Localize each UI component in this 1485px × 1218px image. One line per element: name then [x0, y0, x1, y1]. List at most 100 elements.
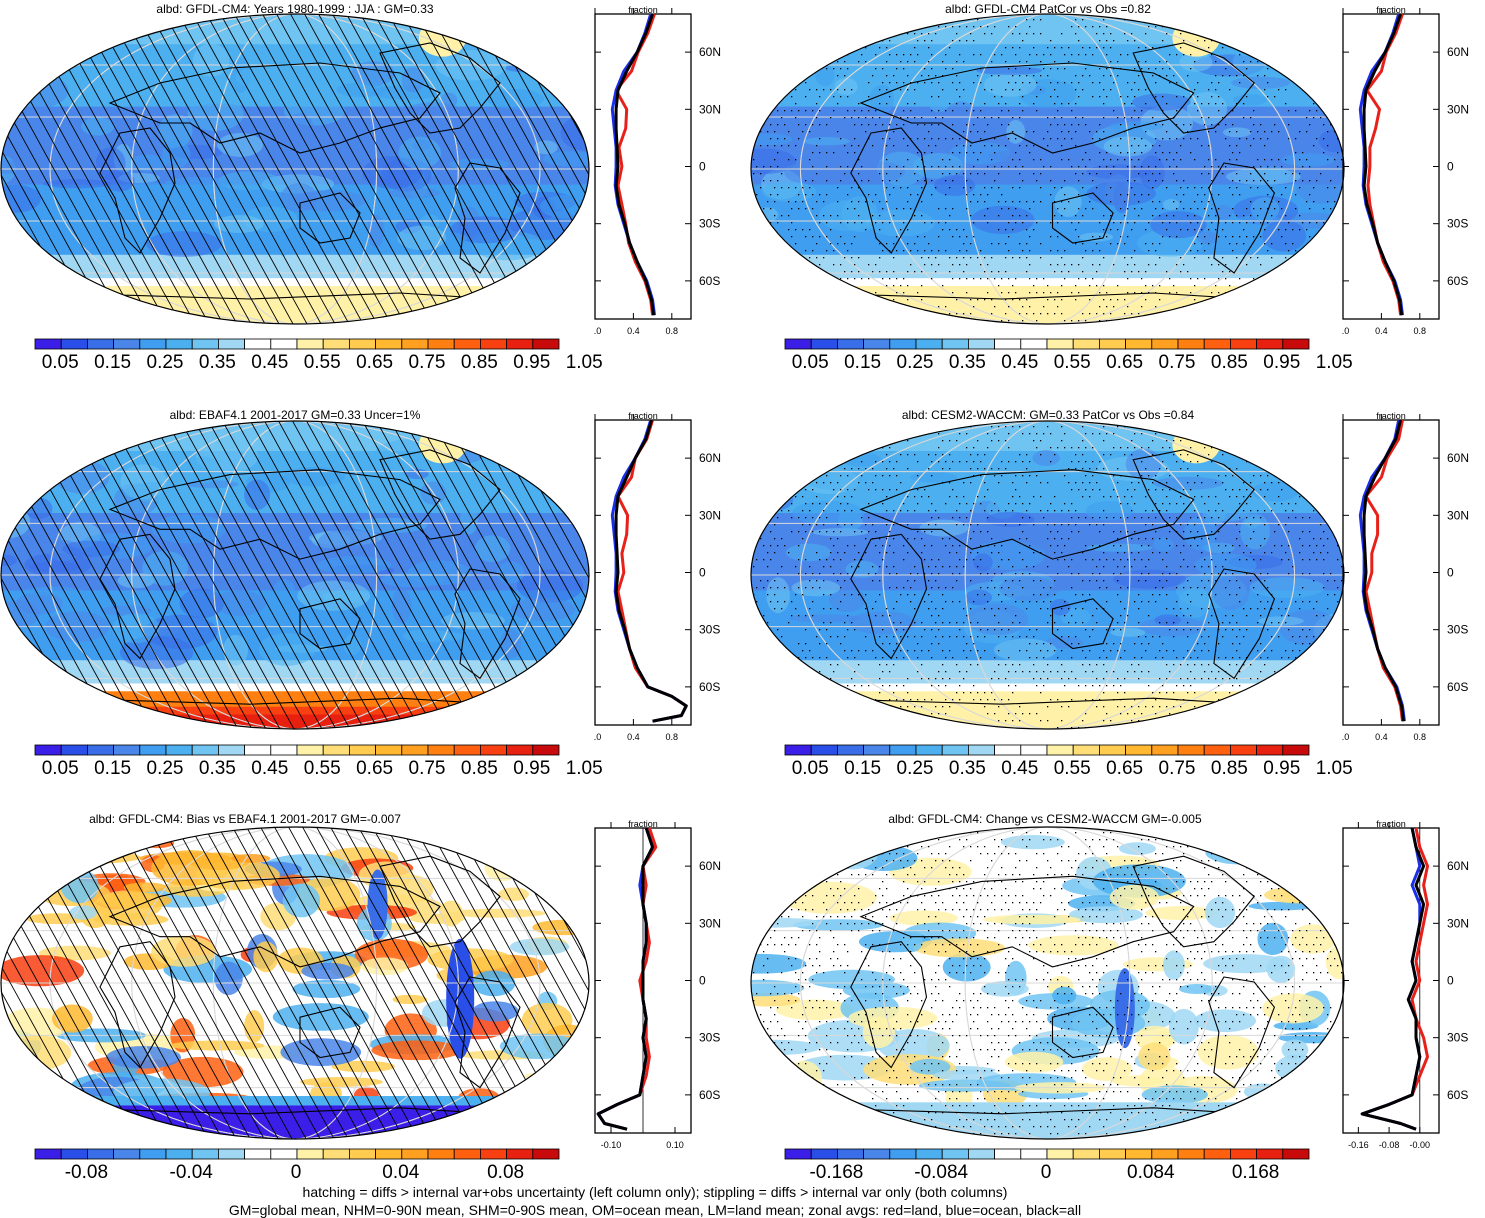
colorbar-swatch — [191, 338, 219, 350]
colorbar-swatch — [375, 338, 403, 350]
x-tick-label: -0.16 — [1348, 1140, 1369, 1150]
colorbar-label: 0.35 — [198, 758, 236, 779]
colorbar-swatch — [941, 338, 969, 350]
colorbar-swatch — [427, 744, 455, 756]
colorbar-swatch — [1020, 744, 1048, 756]
colorbar-swatch — [34, 744, 62, 756]
colorbar-swatch — [1020, 338, 1048, 350]
series-all — [614, 419, 688, 723]
colorbar-label: 0.25 — [896, 352, 934, 373]
footnote-legend: GM=global mean, NHM=0-90N mean, SHM=0-90… — [228, 1202, 1082, 1218]
colorbar-swatch — [375, 744, 403, 756]
lat-tick-label: 0 — [699, 974, 706, 988]
colorbar-swatch — [1177, 338, 1205, 350]
colorbar-swatch — [1282, 338, 1310, 350]
colorbar-swatch — [60, 338, 88, 350]
colorbar-label: 0.15 — [844, 758, 882, 779]
colorbar-label: 0.25 — [896, 758, 934, 779]
colorbar-label: 0.168 — [1231, 1162, 1280, 1183]
lat-tick-label: 60N — [1447, 859, 1469, 873]
lat-tick-label: 30N — [699, 508, 721, 522]
colorbar-swatch — [1256, 338, 1284, 350]
colorbar-swatch — [1203, 1148, 1231, 1160]
colorbar-swatch — [479, 338, 507, 350]
colorbar-label: 0 — [290, 1162, 302, 1183]
colorbar-label: 0.85 — [460, 758, 498, 779]
colorbar-swatch — [889, 1148, 917, 1160]
colorbar-label: 0.35 — [948, 758, 986, 779]
colorbar-swatch — [191, 1148, 219, 1160]
zonal-mean-plot: fraction 60N 30N 0 30S 60S 0.0 0.4 0.8 — [594, 412, 721, 742]
colorbar-swatch — [296, 338, 324, 350]
colorbar-swatch — [1256, 1148, 1284, 1160]
colorbar-swatch — [191, 744, 219, 756]
colorbar-swatch — [113, 744, 141, 756]
colorbar-label: 0.35 — [198, 352, 236, 373]
colorbar-swatch — [453, 1148, 481, 1160]
zonal-mean-plot: fraction 60N 30N 0 30S 60S 0.0 0.4 0.8 — [1342, 6, 1469, 336]
lat-tick-label: 30S — [699, 1031, 720, 1045]
x-tick-label: -0.08 — [1379, 1140, 1400, 1150]
colorbar-label: 0.04 — [382, 1162, 420, 1183]
colorbar-label: -0.04 — [169, 1162, 213, 1183]
colorbar-swatch — [889, 744, 917, 756]
colorbar-label: 0.95 — [1263, 352, 1301, 373]
x-tick-label: -0.00 — [1410, 1140, 1431, 1150]
colorbar-label: 0.95 — [513, 758, 551, 779]
panel-title: albd: GFDL-CM4: Change vs CESM2-WACCM GM… — [888, 812, 1202, 826]
zonal-axis-title: fraction — [1376, 412, 1406, 421]
colorbar-swatch — [87, 338, 115, 350]
colorbar-swatch — [863, 1148, 891, 1160]
zonal-axis-title: fraction — [1376, 820, 1406, 829]
lat-tick-label: 30S — [699, 623, 720, 637]
colorbar-label: 0.75 — [408, 758, 446, 779]
colorbar-swatch — [837, 744, 865, 756]
x-tick-label: 0.4 — [627, 732, 640, 742]
colorbar-label: 0.45 — [1001, 352, 1039, 373]
colorbar-swatch — [863, 338, 891, 350]
lat-tick-label: 30N — [1447, 916, 1469, 930]
colorbar-swatch — [113, 338, 141, 350]
lat-tick-label: 60N — [1447, 451, 1469, 465]
colorbar-swatch — [1125, 338, 1153, 350]
colorbar-swatch — [322, 1148, 350, 1160]
panel-title: albd: GFDL-CM4 PatCor vs Obs =0.82 — [945, 2, 1151, 16]
colorbar-swatch — [810, 744, 838, 756]
x-tick-label: 0.8 — [666, 732, 679, 742]
colorbar-label: 0.15 — [94, 758, 132, 779]
series-land — [616, 419, 688, 723]
colorbar-swatch — [244, 1148, 272, 1160]
colorbar-swatch — [60, 744, 88, 756]
colorbar-swatch — [506, 744, 534, 756]
colorbar-swatch — [113, 1148, 141, 1160]
colorbar-swatch — [967, 338, 995, 350]
colorbar-swatch — [453, 338, 481, 350]
x-tick-label: 0.8 — [666, 326, 679, 336]
colorbar-swatch — [1229, 338, 1257, 350]
map-albedo-obs — [0, 420, 590, 730]
lat-tick-label: 0 — [1447, 566, 1454, 580]
lat-tick-label: 60N — [1447, 45, 1469, 59]
colorbar — [784, 338, 1310, 350]
colorbar-swatch — [837, 338, 865, 350]
colorbar-label: -0.084 — [914, 1162, 969, 1183]
colorbar-swatch — [532, 338, 560, 350]
colorbar-label: 0.55 — [1053, 352, 1091, 373]
colorbar-swatch — [967, 744, 995, 756]
series-all — [1362, 13, 1404, 316]
colorbar-swatch — [967, 1148, 995, 1160]
colorbar-labels: -0.168 -0.084 0 0.084 0.168 — [784, 1162, 1308, 1186]
zonal-axis-title: fraction — [1376, 6, 1406, 15]
colorbar-label: 0.75 — [408, 352, 446, 373]
colorbar-label: 0.05 — [41, 758, 79, 779]
colorbar-swatch — [296, 1148, 324, 1160]
colorbar — [34, 1148, 560, 1160]
lat-tick-label: 60S — [1447, 274, 1468, 288]
colorbar-swatch — [217, 338, 245, 350]
colorbar-label: 1.05 — [565, 352, 603, 373]
colorbar-swatch — [1125, 1148, 1153, 1160]
colorbar-swatch — [532, 1148, 560, 1160]
colorbar-swatch — [322, 744, 350, 756]
lat-tick-label: 30N — [1447, 102, 1469, 116]
lat-tick-label: 60N — [699, 45, 721, 59]
